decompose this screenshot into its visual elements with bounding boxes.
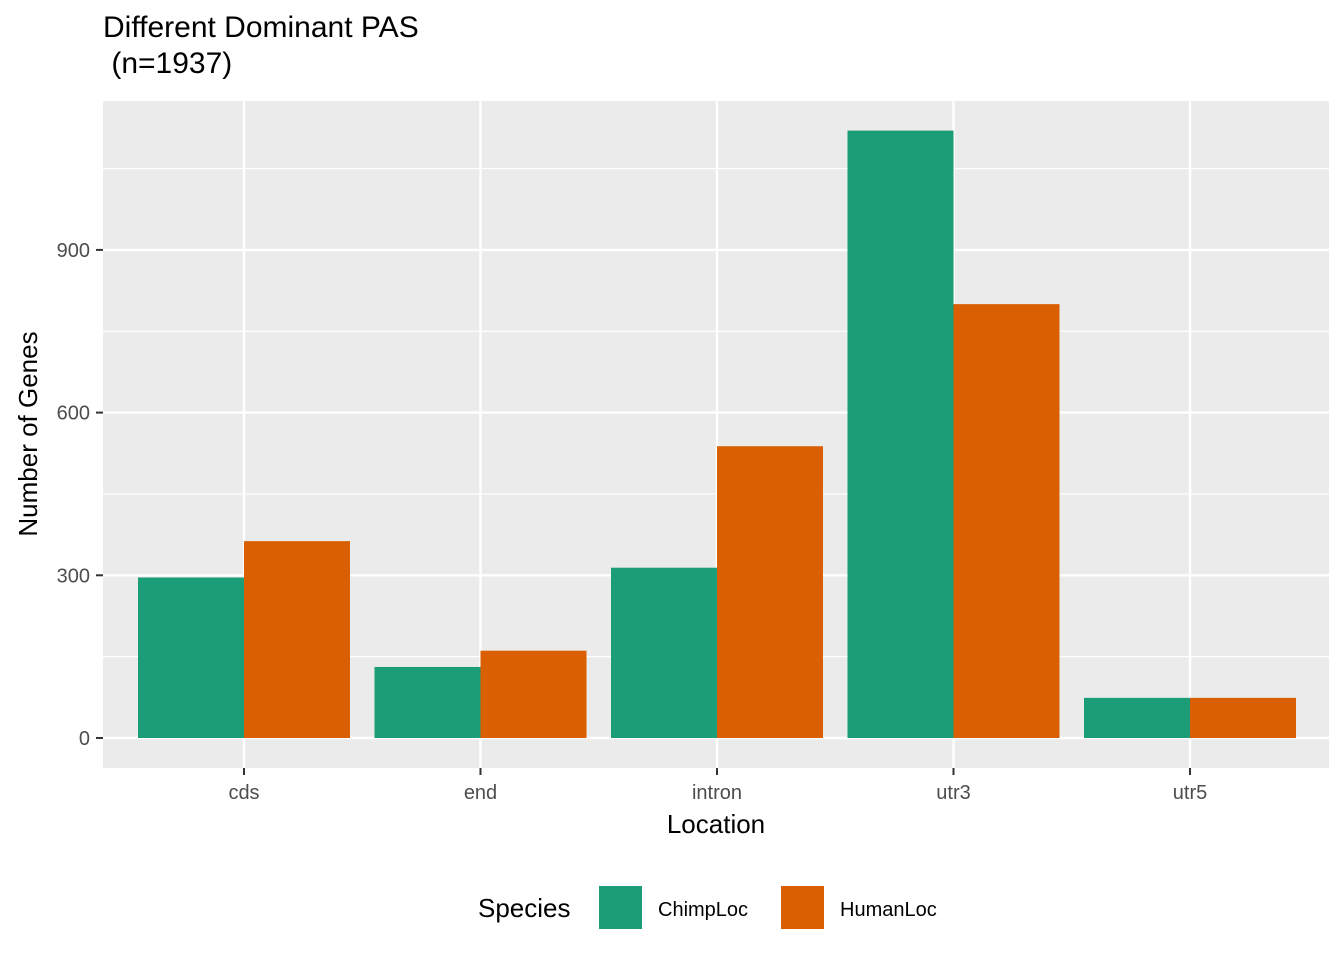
bars [138,130,1296,738]
y-tick-label: 600 [57,403,90,425]
bar-ChimpLoc-end [374,666,481,738]
chart-title-line1: Different Dominant PAS [103,11,419,44]
legend-key-ChimpLoc [599,886,642,929]
x-tick-label: cds [228,782,259,804]
bar-HumanLoc-end [480,650,587,738]
y-tick-label: 900 [57,240,90,262]
y-axis-label: Number of Genes [13,331,43,536]
x-axis: cds end intron utr3 utr5 [228,768,1207,804]
y-tick-label: 300 [57,565,90,587]
bar-ChimpLoc-utr5 [1084,697,1190,738]
bar-HumanLoc-intron [717,446,823,738]
bar-ChimpLoc-utr3 [847,130,954,738]
legend-label-HumanLoc: HumanLoc [840,899,937,921]
bar-HumanLoc-utr3 [953,304,1060,738]
y-axis: 0 300 600 900 [57,240,103,750]
x-tick-label: end [464,782,497,804]
bar-ChimpLoc-intron [611,567,717,738]
bar-HumanLoc-utr5 [1190,697,1296,738]
chart-title-line2: (n=1937) [103,47,233,80]
legend-title: Species [478,893,571,923]
legend-label-ChimpLoc: ChimpLoc [658,899,748,921]
x-axis-label: Location [667,809,765,839]
bar-HumanLoc-cds [244,541,350,738]
x-tick-label: intron [692,782,742,804]
x-tick-label: utr3 [936,782,970,804]
legend: Species ChimpLoc HumanLoc [478,886,937,929]
chart-title: Different Dominant PAS (n=1937) [103,10,419,82]
bar-ChimpLoc-cds [138,577,244,738]
legend-key-HumanLoc [781,886,824,929]
y-tick-label: 0 [79,728,90,750]
x-tick-label: utr5 [1173,782,1207,804]
